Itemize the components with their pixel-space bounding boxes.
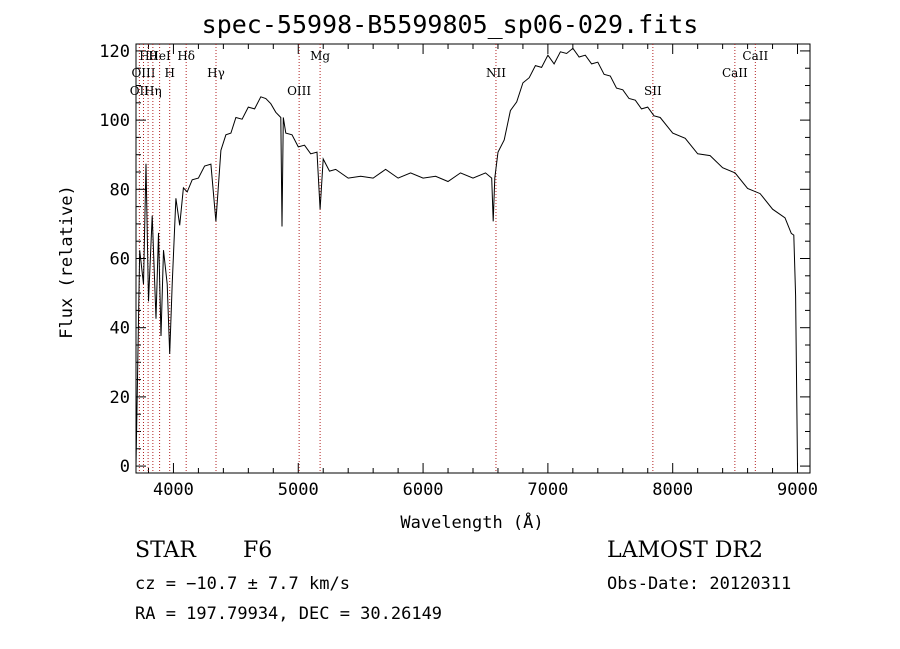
observation-date: Obs-Date: 20120311 [607,574,792,594]
y-tick-label: 100 [99,111,130,131]
spectrum-line [135,47,798,467]
object-subclass: F6 [243,538,273,563]
y-tick-label: 20 [110,388,130,408]
y-tick-label: 40 [110,319,130,339]
spectral-line-label: OIII [131,66,155,80]
spectral-line-label: CaII [742,49,768,63]
spectral-line-label: SII [644,84,662,98]
x-tick-label: 4000 [153,480,194,500]
x-axis-label: Wavelength (Å) [400,511,543,533]
x-tick-label: 5000 [278,480,319,500]
y-tick-label: 80 [110,180,130,200]
survey-name: LAMOST DR2 [607,538,763,563]
y-tick-label: 60 [110,250,130,270]
x-tick-label: 9000 [777,480,818,500]
object-type: STAR [135,538,196,563]
x-tick-label: 7000 [527,480,568,500]
spectral-line-label: CaII [722,66,748,80]
spectral-line-label: OIII [287,84,311,98]
chart-title: spec-55998-B5599805_sp06-029.fits [201,10,699,39]
y-tick-label: 120 [99,42,130,62]
y-tick-label: 0 [120,457,130,477]
x-tick-label: 8000 [652,480,693,500]
spectral-line-label: OII [130,84,150,98]
spectral-line-label: HeI [148,49,171,63]
ra-dec-coordinates: RA = 197.79934, DEC = 30.26149 [135,604,443,624]
redshift-cz: cz = −10.7 ± 7.7 km/s [135,574,350,594]
x-tick-label: 6000 [403,480,444,500]
spectral-line-label: NII [486,66,506,80]
spectral-line-label: Mg [310,49,330,63]
plot-frame [135,43,811,474]
spectral-line-label: H [164,66,174,80]
spectral-line-label: Hγ [207,66,225,80]
y-axis-label: Flux (relative) [57,185,77,339]
spectral-line-label: Hη [144,84,162,98]
axes: 4000 5000 6000 7000 8000 9000 0 20 40 60 80 100 120 [99,42,818,500]
spectral-line-label: Hδ [177,49,195,63]
